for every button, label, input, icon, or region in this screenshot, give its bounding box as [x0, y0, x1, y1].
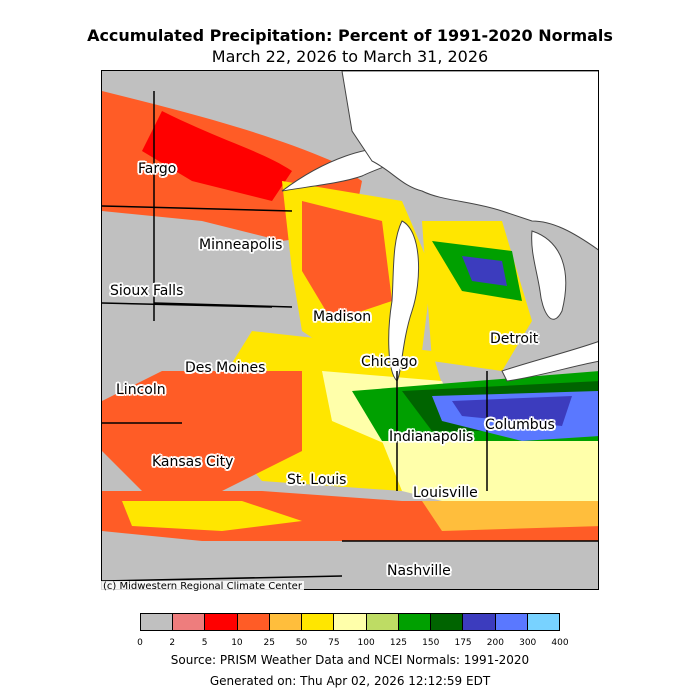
city-label-nashville: Nashville [387, 563, 451, 579]
legend-swatch [237, 614, 270, 630]
city-label-detroit: Detroit [490, 331, 539, 347]
legend-tick-label: 5 [201, 638, 208, 648]
city-label-fargo: Fargo [138, 161, 177, 177]
boundary-nd-sd [102, 205, 293, 212]
legend-swatch [495, 614, 528, 630]
legend-tick-label: 75 [328, 638, 340, 648]
city-label-sioux-falls: Sioux Falls [110, 283, 184, 299]
data-source-text: Source: PRISM Weather Data and NCEI Norm… [170, 653, 530, 667]
legend-swatch [334, 614, 367, 630]
city-label-columbus: Columbus [485, 417, 555, 433]
city-label-st-louis: St. Louis [287, 472, 347, 488]
legend-tick-label: 125 [389, 638, 408, 648]
precip-band-central-orange [102, 371, 302, 491]
legend-tick-label: 150 [422, 638, 440, 648]
boundary-mo-ark [102, 575, 343, 582]
precip-band-darkblue-oh [452, 396, 572, 426]
legend-tick-label: 25 [263, 638, 275, 648]
precip-band-south-gray [102, 541, 598, 589]
legend-swatch [205, 614, 238, 630]
legend-tick-label: 10 [231, 638, 243, 648]
legend-tick-label: 0 [137, 638, 143, 648]
legend-tick-label: 2 [169, 638, 176, 648]
lake-huron [531, 230, 567, 320]
legend-swatch [431, 614, 464, 630]
generated-timestamp: Generated on: Thu Apr 02, 2026 12:12:59 … [209, 674, 491, 688]
legend-colorbar [140, 613, 560, 631]
legend-swatch [141, 614, 174, 630]
legend-swatch [302, 614, 335, 630]
boundary-ia-mn [153, 302, 293, 308]
map-subtitle: March 22, 2026 to March 31, 2026 [211, 47, 489, 66]
legend-tick-label: 200 [486, 638, 504, 648]
precip-band-red-north [142, 111, 292, 201]
precip-band-southern-yellow [122, 501, 302, 531]
city-label-minneapolis: Minneapolis [199, 237, 283, 253]
precip-band-ky-yellow [422, 501, 598, 531]
legend-tick-label: 400 [551, 638, 569, 648]
city-label-indianapolis: Indianapolis [389, 429, 474, 445]
legend-swatch [463, 614, 496, 630]
legend-ticks: 0 2 5 10 25 50 75 100 125 150 175 200 300 400 [137, 638, 568, 652]
city-label-des-moines: Des Moines [185, 360, 266, 376]
city-label-madison: Madison [313, 309, 372, 325]
legend-tick-label: 175 [454, 638, 472, 648]
lake-erie [501, 341, 598, 382]
canada-region [341, 71, 598, 251]
legend-tick-label: 100 [357, 638, 375, 648]
map-copyright: (c) Midwestern Regional Climate Center [101, 581, 304, 592]
legend-swatch [398, 614, 432, 630]
city-label-louisville: Louisville [413, 485, 478, 501]
precip-band-blue-mi [462, 256, 507, 286]
city-label-chicago: Chicago [361, 354, 418, 370]
map-title: Accumulated Precipitation: Percent of 19… [87, 26, 613, 45]
precip-band-lightyellow-ky [382, 441, 598, 511]
state-boundaries [102, 91, 598, 582]
city-label-kansas-city: Kansas City [152, 454, 234, 470]
precip-band-orange-wi [302, 201, 392, 321]
legend-swatch [269, 614, 303, 630]
map-canvas [102, 71, 598, 589]
precipitation-map: Fargo Minneapolis Sioux Falls Madison De… [101, 70, 599, 590]
legend-tick-label: 300 [519, 638, 537, 648]
legend-swatch [527, 614, 560, 630]
legend-tick-label: 50 [295, 638, 308, 648]
city-label-lincoln: Lincoln [116, 382, 166, 398]
legend-swatch [173, 614, 206, 630]
legend-swatch [366, 614, 399, 630]
